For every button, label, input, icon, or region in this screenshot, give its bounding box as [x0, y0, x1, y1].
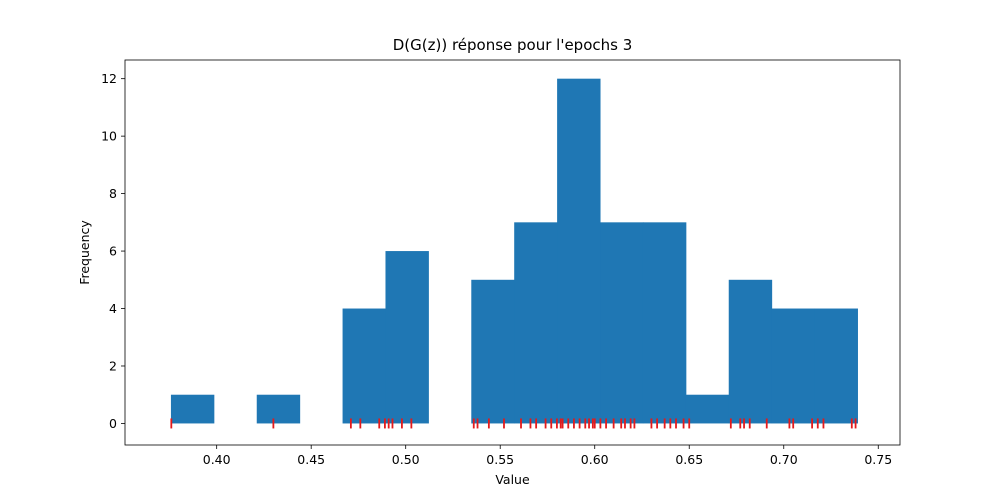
y-tick-label: 2 — [109, 358, 117, 373]
x-tick-label: 0.70 — [770, 452, 798, 467]
y-axis-label: Frequency — [77, 220, 92, 285]
x-axis-ticks: 0.40 0.45 0.50 0.55 0.60 0.65 0.70 0.75 — [203, 445, 892, 467]
y-tick-label: 10 — [101, 129, 117, 144]
rug-marks — [170, 418, 857, 429]
x-tick-label: 0.75 — [864, 452, 892, 467]
y-axis-ticks: 0 2 4 6 8 10 12 — [101, 71, 125, 431]
x-tick-label: 0.65 — [675, 452, 703, 467]
histogram-bar — [771, 308, 816, 424]
histogram-bar — [685, 394, 730, 424]
histogram-bar — [642, 222, 687, 424]
y-tick-label: 0 — [109, 416, 117, 431]
histogram-bars — [170, 78, 858, 424]
histogram-bar — [342, 308, 386, 424]
histogram-bar — [600, 222, 644, 424]
y-tick-label: 4 — [109, 301, 117, 316]
histogram-bar — [170, 394, 215, 424]
histogram-bar — [728, 279, 773, 424]
plot-area-frame — [124, 59, 901, 446]
histogram-bar — [557, 78, 601, 424]
histogram-bar — [471, 279, 515, 424]
x-tick-label: 0.45 — [297, 452, 325, 467]
chart-title: D(G(z)) réponse pour l'epochs 3 — [393, 36, 633, 54]
x-axis-label: Value — [495, 472, 530, 487]
x-tick-label: 0.60 — [581, 452, 609, 467]
histogram-bar — [814, 308, 858, 424]
y-tick-label: 12 — [101, 71, 117, 86]
histogram-bar — [385, 251, 429, 424]
x-tick-label: 0.55 — [486, 452, 514, 467]
x-tick-label: 0.50 — [392, 452, 420, 467]
x-tick-label: 0.40 — [203, 452, 231, 467]
histogram-bar — [514, 222, 558, 424]
histogram-bar — [256, 394, 301, 424]
y-tick-label: 8 — [109, 186, 117, 201]
y-tick-label: 6 — [109, 244, 117, 259]
